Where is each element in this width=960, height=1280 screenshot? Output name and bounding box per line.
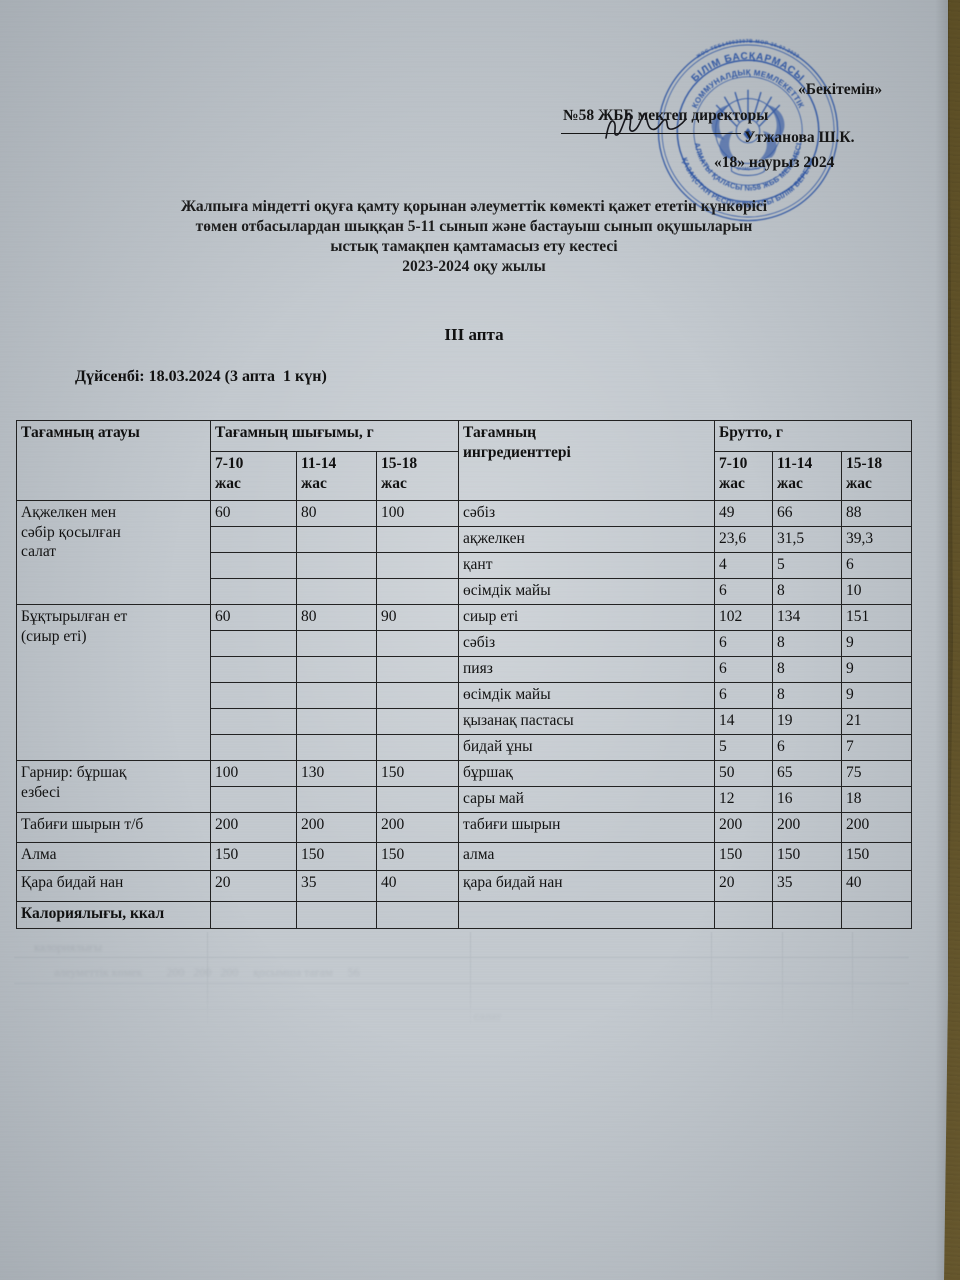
svg-text:БІЛІМ БАСҚАРМАСЫ: БІЛІМ БАСҚАРМАСЫ: [690, 51, 807, 84]
